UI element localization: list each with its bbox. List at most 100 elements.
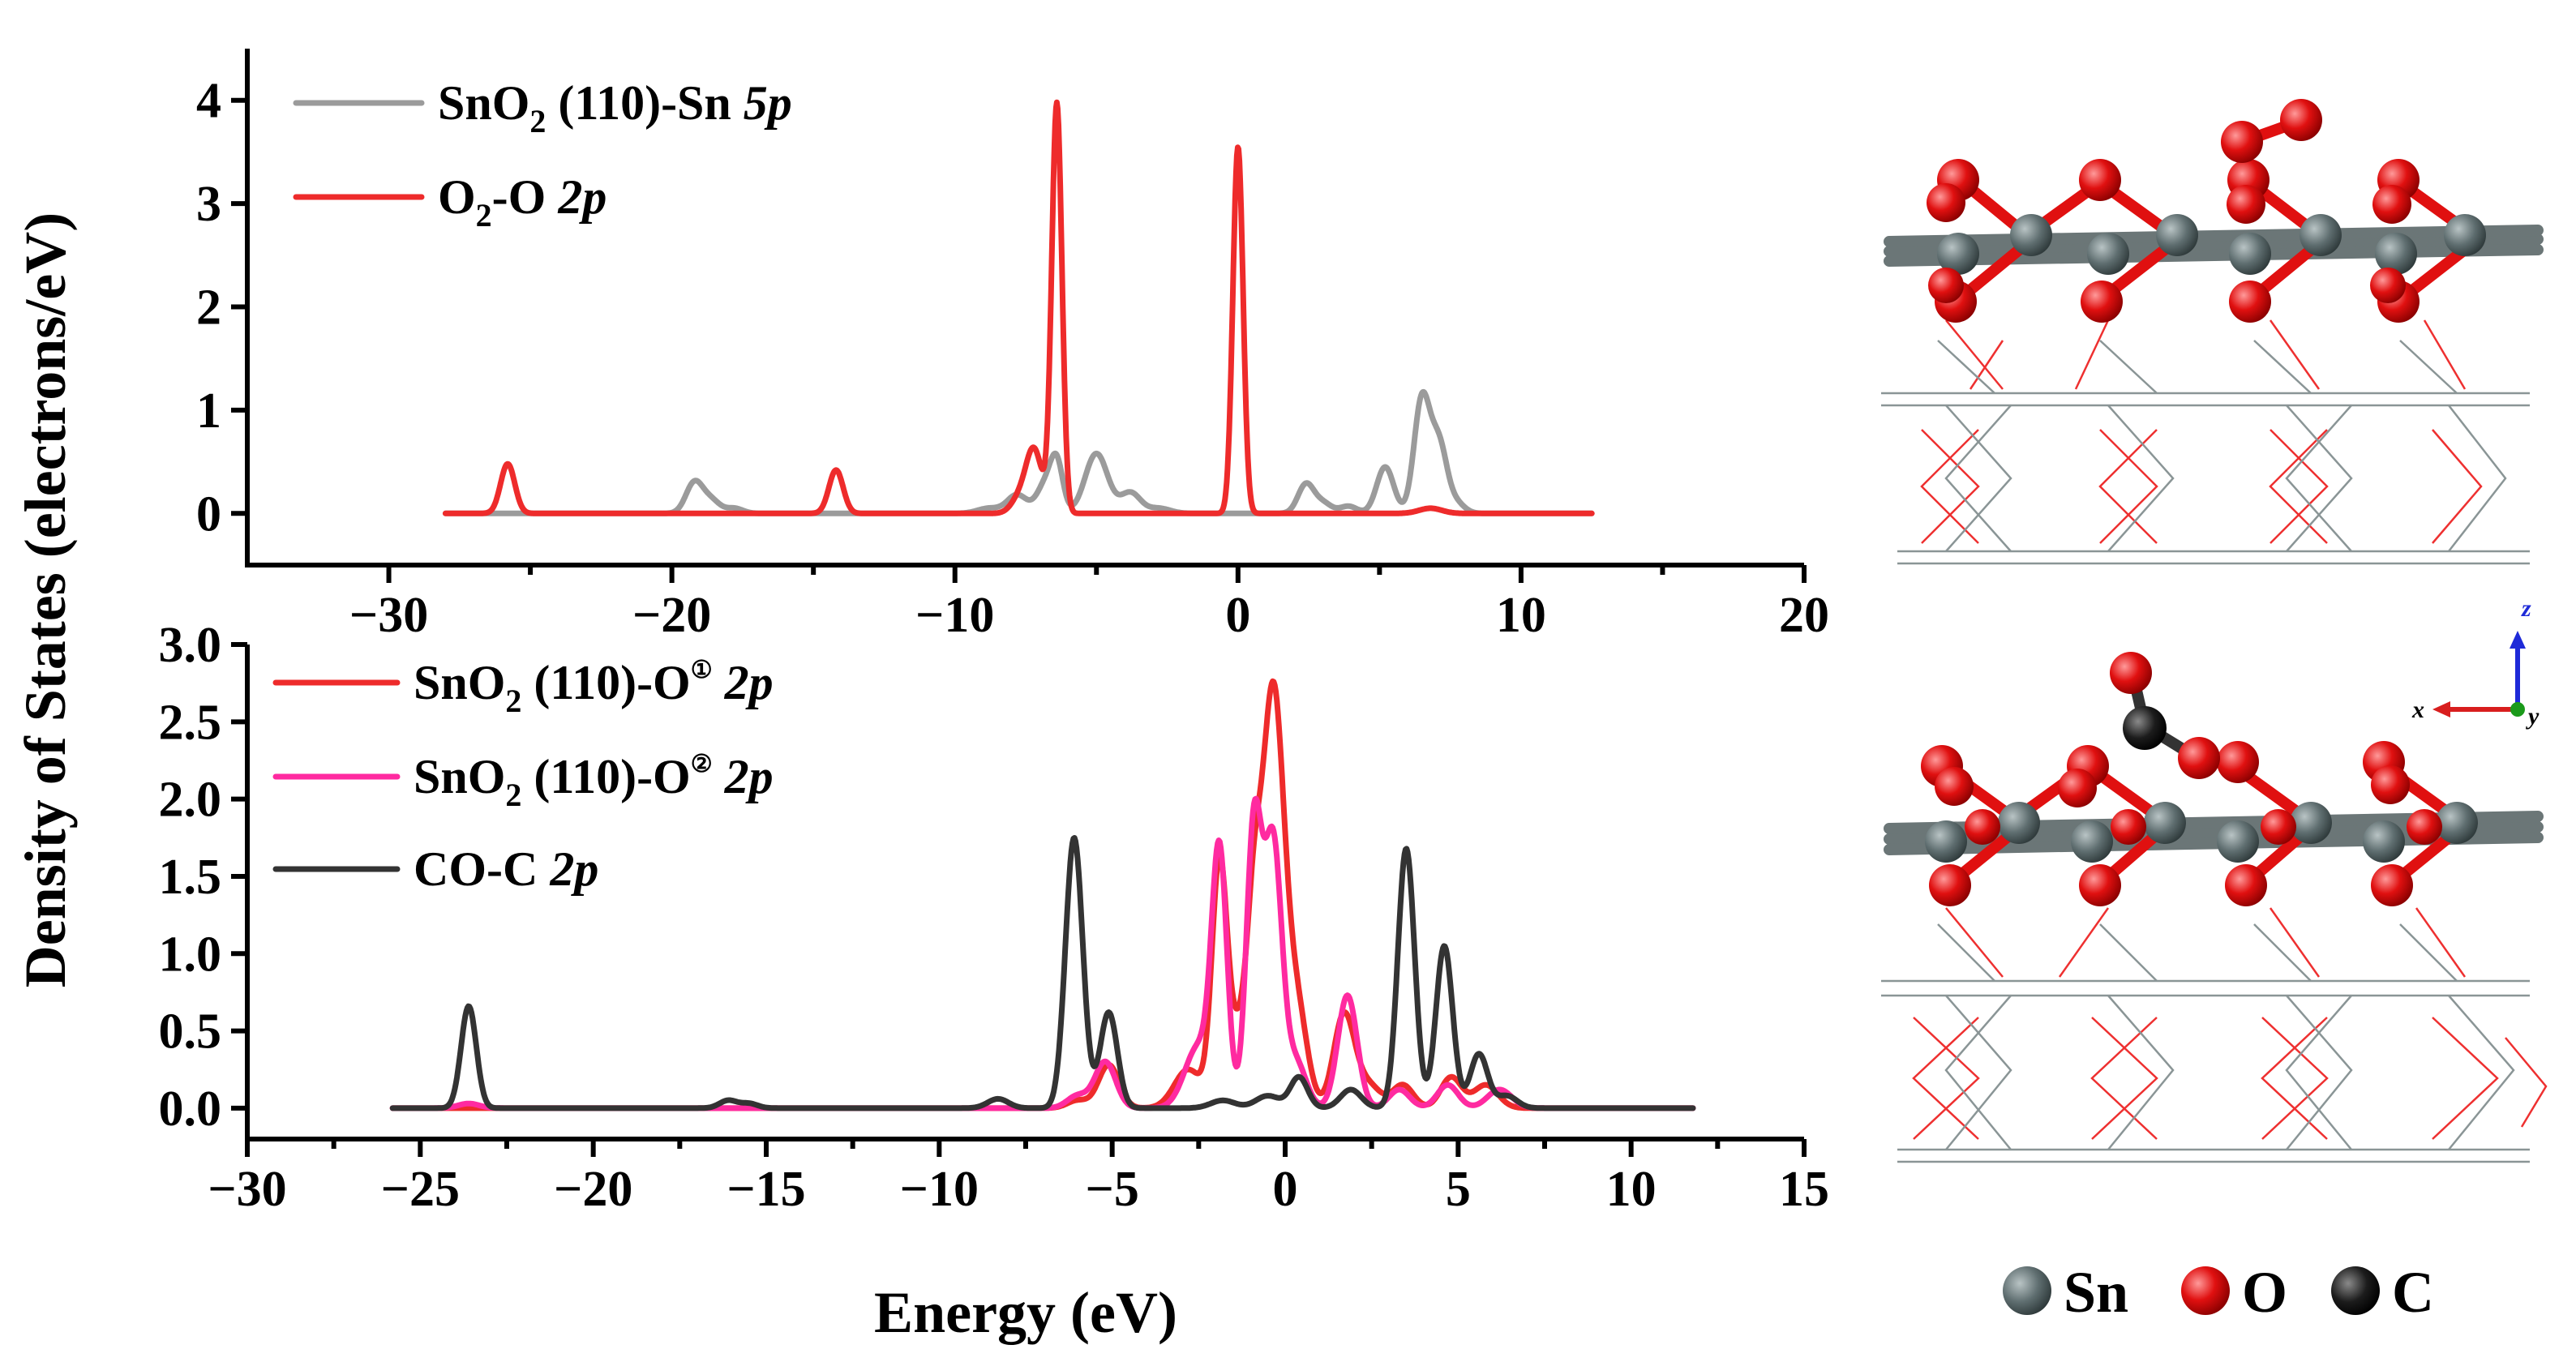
- x-tick-label: −20: [632, 588, 711, 643]
- y-tick-label: 3.0: [159, 618, 222, 673]
- structure-o2-adsorption: [1881, 99, 2544, 565]
- legend-label-rest: (110)-Sn: [546, 76, 743, 130]
- co-carbon-atom: [2123, 706, 2167, 750]
- y-axis-title: Density of States (electrons/eV): [13, 212, 78, 987]
- compass-y-label: y: [2526, 703, 2540, 730]
- y-tick-label: 4: [196, 74, 221, 129]
- y-tick-label: 3: [196, 177, 221, 232]
- wire-zigzag: [1920, 429, 2483, 544]
- o-atom: [2229, 281, 2271, 323]
- o-atom: [2058, 769, 2097, 807]
- y-tick-label: 0.5: [159, 1004, 222, 1060]
- legend-label-o2p: O2-O 2p: [438, 170, 606, 233]
- o-atom: [2372, 185, 2411, 224]
- x-tick-label: −5: [1085, 1162, 1138, 1217]
- top-series-group: [442, 99, 1595, 516]
- slab-bond: [1884, 233, 2544, 257]
- x-tick-label: −10: [900, 1162, 979, 1217]
- atom-legend-o-label: O: [2242, 1260, 2287, 1325]
- legend-label-rest: [713, 656, 725, 709]
- x-tick-label: −20: [554, 1162, 632, 1217]
- compass-z-label: z: [2521, 595, 2531, 622]
- legend-label-rest: [713, 750, 725, 803]
- series-line-top-1: [442, 99, 1595, 516]
- sn-atom: [2444, 214, 2486, 256]
- top-ticks: −30 −20 −10 0 10 20 0 1 2 3 4: [196, 74, 1829, 643]
- x-tick-label: −10: [915, 588, 994, 643]
- o-atom: [2407, 809, 2442, 845]
- o-atom: [2079, 864, 2121, 906]
- o-atom: [2178, 737, 2220, 779]
- atom-legend-sn-label: Sn: [2064, 1260, 2128, 1325]
- legend-label-rest: (110)-O: [521, 750, 690, 803]
- o-atom: [1928, 268, 1964, 303]
- sn-atom: [1925, 820, 1967, 863]
- compass-y-dot: [2510, 702, 2525, 717]
- slab-bond: [1884, 244, 2544, 267]
- legend-label-sub: 2: [529, 103, 546, 139]
- o2-atom: [2221, 121, 2263, 163]
- wire-zigzag: [1937, 340, 2458, 394]
- x-tick-label: −30: [208, 1162, 286, 1217]
- atom-legend: Sn O C: [2003, 1260, 2434, 1325]
- x-tick-label: 10: [1496, 588, 1546, 643]
- bottom-dos-panel: −30 −25 −20 −15 −10 −5 0 5 10 15 0.0 0.5 1.0 1.5 2.0 2.…: [159, 618, 1830, 1217]
- legend-label-main: SnO: [438, 76, 529, 130]
- compass-z-arrowhead: [2510, 631, 2526, 649]
- legend-label-sup: ①: [691, 657, 713, 683]
- x-tick-label: 10: [1606, 1162, 1657, 1217]
- legend-label-sub: 2: [505, 777, 521, 813]
- sn-atom: [1998, 802, 2040, 844]
- wire-zigzag: [1945, 319, 2467, 390]
- o-atom: [1927, 183, 1965, 222]
- o-atom: [2261, 809, 2296, 845]
- series-line-bottom-2: [389, 835, 1696, 1111]
- o-atom: [1929, 864, 1971, 906]
- legend-label-main: CO-C: [414, 842, 550, 896]
- o-atom: [1935, 767, 1974, 806]
- structure-co-adsorption: [1881, 652, 2548, 1163]
- o-atom: [2227, 185, 2265, 224]
- o-atom: [2371, 864, 2413, 906]
- wire-zigzag: [1945, 907, 2548, 1128]
- o2-atom: [2280, 99, 2322, 141]
- bulk-wireframe-top: [1881, 319, 2530, 565]
- legend-label-rest: -O: [492, 170, 559, 224]
- sn-atom: [2156, 214, 2198, 256]
- atom-legend-c-label: C: [2392, 1260, 2434, 1325]
- sn-atom: [2375, 233, 2417, 275]
- legend-label-italic: 2p: [557, 170, 606, 224]
- bottom-ticks: −30 −25 −20 −15 −10 −5 0 5 10 15 0.0 0.5 1.0 1.5 2.0 2.…: [159, 618, 1830, 1217]
- o-atom: [2370, 268, 2406, 303]
- sn-atom: [2300, 214, 2342, 256]
- sn-atom: [2217, 820, 2259, 863]
- legend-label-italic: 2p: [549, 842, 598, 896]
- y-tick-label: 2.0: [159, 773, 222, 828]
- wire-zigzag: [1912, 1017, 2499, 1140]
- o-atom: [2225, 864, 2267, 906]
- legend-label-italic: 2p: [724, 750, 774, 803]
- legend-label-sn5p: SnO2 (110)-Sn 5p: [438, 76, 792, 139]
- x-tick-label: 0: [1225, 588, 1250, 643]
- y-tick-label: 0.0: [159, 1081, 222, 1137]
- x-tick-label: 0: [1273, 1162, 1298, 1217]
- y-tick-label: 1: [196, 383, 221, 439]
- wire-zigzag: [1937, 923, 2458, 982]
- x-tick-label: −25: [381, 1162, 460, 1217]
- sn-atom: [2290, 802, 2332, 844]
- top-legend: SnO2 (110)-Sn 5p O2-O 2p: [293, 76, 792, 233]
- legend-label-main: SnO: [414, 656, 505, 709]
- legend-label-o1: SnO2 (110)-O① 2p: [414, 656, 774, 719]
- sn-atom: [2436, 802, 2478, 844]
- legend-label-sub: 2: [505, 683, 521, 719]
- sn-atom: [2071, 820, 2113, 863]
- bulk-wireframe-bottom: [1881, 907, 2548, 1163]
- x-tick-label: 5: [1446, 1162, 1471, 1217]
- legend-label-o2: SnO2 (110)-O② 2p: [414, 750, 774, 813]
- x-tick-label: 15: [1779, 1162, 1829, 1217]
- slab-bond: [1884, 225, 2544, 247]
- legend-label-rest: (110)-O: [521, 656, 690, 709]
- legend-label-italic: 5p: [744, 76, 792, 130]
- wire-zigzag: [1944, 995, 2515, 1150]
